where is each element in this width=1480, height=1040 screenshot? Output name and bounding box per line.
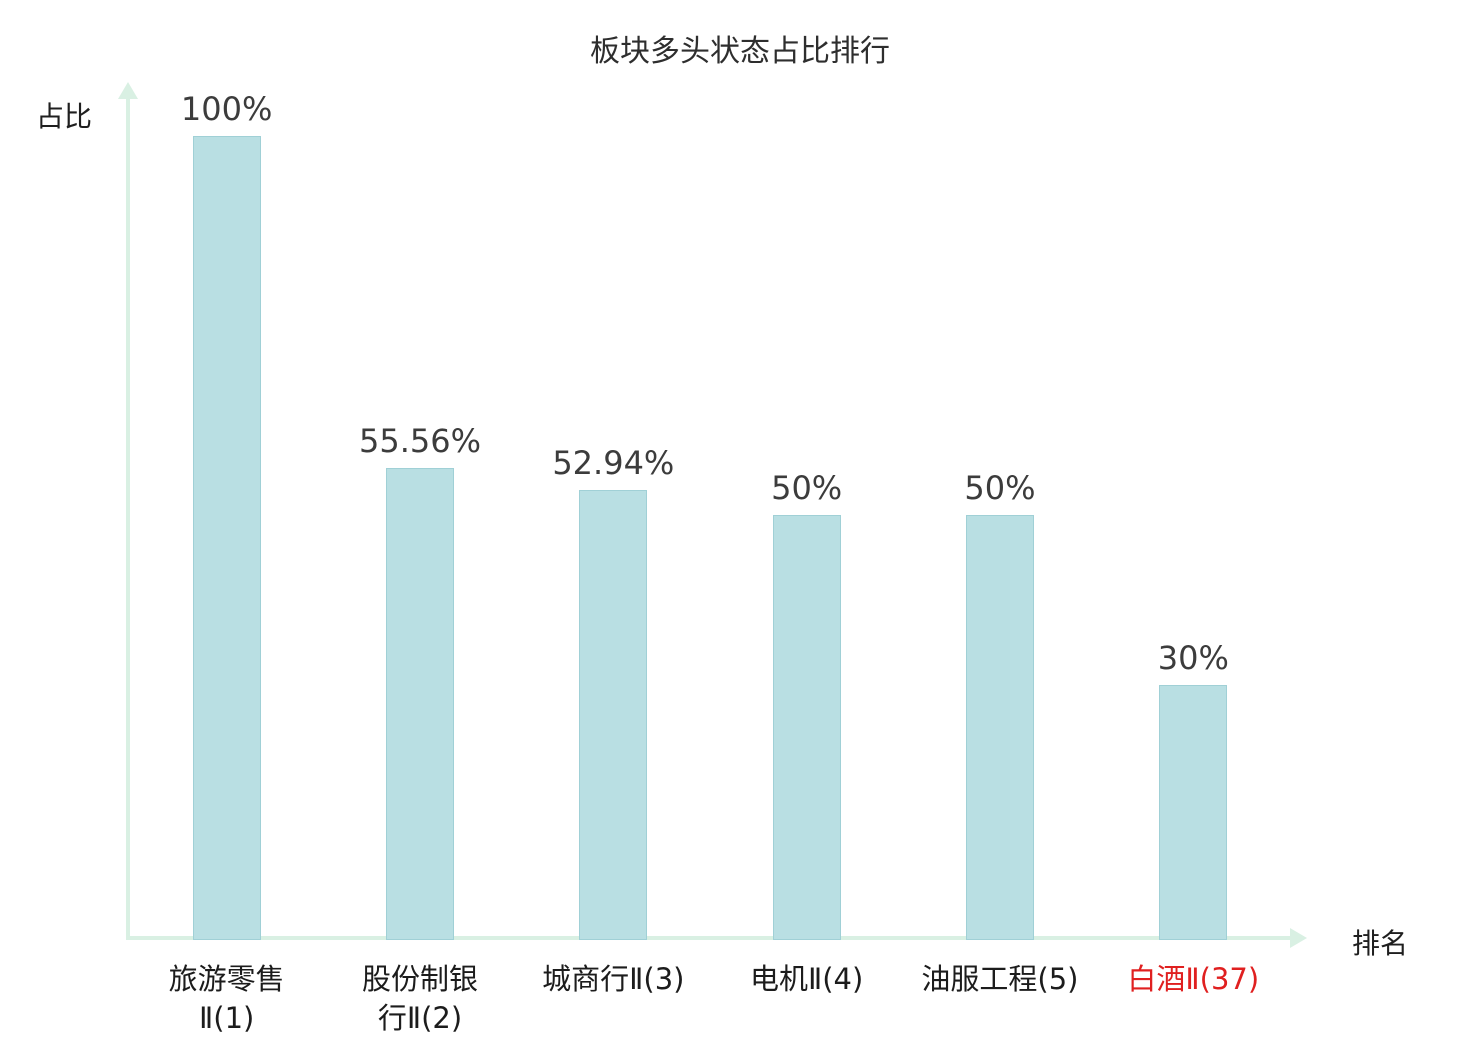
bars-container: 100% 55.56% 52.94% 50% 50% 30% xyxy=(130,90,1290,940)
category-slot: 城商行Ⅱ(3) xyxy=(517,960,710,1038)
bar-slot: 30% xyxy=(1097,90,1290,940)
category-slot: 油服工程(5) xyxy=(903,960,1096,1038)
category-label: 电机Ⅱ(4) xyxy=(749,962,864,996)
x-axis-line xyxy=(126,936,1292,940)
x-axis-label: 排名 xyxy=(1352,927,1409,960)
y-axis-arrow-icon xyxy=(118,82,138,99)
category-labels-container: 旅游零售 Ⅱ(1) 股份制银 行Ⅱ(2) 城商行Ⅱ(3) 电机Ⅱ(4) 油服工程(5) 白… xyxy=(130,960,1290,1038)
bar-2 xyxy=(385,467,454,940)
bar-1 xyxy=(192,136,261,940)
category-label: 油服工程(5) xyxy=(921,962,1079,996)
category-label: 城商行Ⅱ(3) xyxy=(542,962,685,996)
bar-slot: 50% xyxy=(710,90,903,940)
category-label: 旅游零售 Ⅱ(1) xyxy=(168,962,285,1036)
bar-slot: 100% xyxy=(130,90,323,940)
bar-value-label: 50% xyxy=(964,469,1036,507)
bar-3 xyxy=(579,490,648,940)
bar-slot: 50% xyxy=(903,90,1096,940)
bar-slot: 52.94% xyxy=(517,90,710,940)
category-slot: 股份制银 行Ⅱ(2) xyxy=(323,960,516,1038)
bar-value-label: 50% xyxy=(771,469,843,507)
bar-value-label: 30% xyxy=(1157,639,1229,677)
bar-slot: 55.56% xyxy=(323,90,516,940)
bar-5 xyxy=(965,515,1034,940)
bar-value-label: 100% xyxy=(180,90,273,128)
bar-4 xyxy=(772,515,841,940)
x-axis-arrow-icon xyxy=(1290,928,1307,948)
bar-value-label: 55.56% xyxy=(358,421,481,460)
category-slot: 白酒Ⅱ(37) xyxy=(1097,960,1290,1038)
category-label: 股份制银 行Ⅱ(2) xyxy=(361,962,478,1036)
bar-value-label: 52.94% xyxy=(552,444,675,483)
chart-title: 板块多头状态占比排行 xyxy=(590,34,890,69)
category-slot: 电机Ⅱ(4) xyxy=(710,960,903,1038)
bar-6 xyxy=(1159,685,1228,940)
y-axis-label: 占比 xyxy=(36,100,93,133)
y-axis-line xyxy=(126,98,130,940)
category-slot: 旅游零售 Ⅱ(1) xyxy=(130,960,323,1038)
category-label: 白酒Ⅱ(37) xyxy=(1127,962,1260,996)
